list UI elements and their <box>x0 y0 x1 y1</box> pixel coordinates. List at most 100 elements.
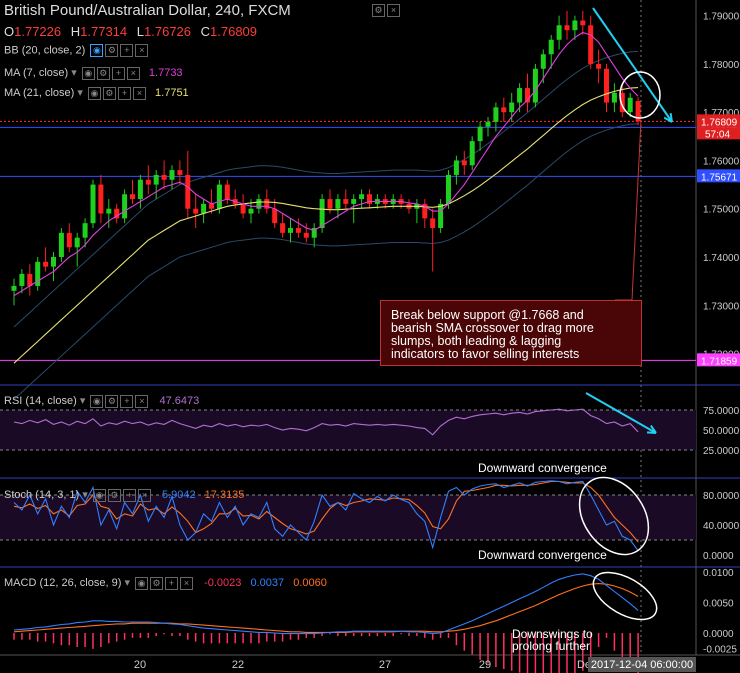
close-icon[interactable]: × <box>135 44 149 57</box>
highlight-ellipse <box>578 476 650 556</box>
stoch-legend[interactable]: Stoch (14, 3, 1) ▾ ◉ ⚙ + × 5.9042 17.3135 <box>4 488 245 502</box>
cursor-time-tag <box>588 657 696 672</box>
candle-body <box>311 228 317 238</box>
add-icon[interactable]: + <box>122 488 136 502</box>
settings-icon[interactable]: ⚙ <box>105 44 119 57</box>
ma21-line <box>13 87 639 364</box>
macd-legend[interactable]: MACD (12, 26, close, 9) ▾ ◉ ⚙ + × -0.0023 0… <box>4 576 327 590</box>
eye-icon[interactable]: ◉ <box>135 576 149 590</box>
eye-icon[interactable]: ◉ <box>90 394 104 408</box>
ma21-legend[interactable]: MA (21, close) ▾ ◉ ⚙ + × 1.7751 <box>4 86 189 100</box>
countdown-label: 57:04 <box>705 129 730 140</box>
candle-body <box>114 208 120 219</box>
stoch-k-value: 5.9042 <box>161 489 196 501</box>
countdown-tag <box>697 127 740 140</box>
candle-body <box>295 228 301 233</box>
candle-body <box>130 194 135 200</box>
close-icon[interactable]: × <box>180 576 194 590</box>
candle-body <box>422 203 428 219</box>
candle-body <box>619 92 625 113</box>
rsi-line <box>13 408 639 436</box>
price-tick-label: 1.74000 <box>703 253 740 264</box>
stoch-d-value: 17.3135 <box>204 489 245 501</box>
candle-body <box>161 174 167 180</box>
close-icon[interactable]: × <box>137 488 151 502</box>
candle-body <box>343 199 349 204</box>
price-tick-label: 1.73000 <box>703 301 740 312</box>
candle-body <box>43 261 49 267</box>
high-label: H <box>70 24 81 39</box>
macd-caption-line: Downswings to <box>512 627 593 641</box>
candle-body <box>461 160 467 166</box>
candle-body <box>98 184 104 214</box>
moving-averages <box>13 31 639 364</box>
settings-icon[interactable]: ⚙ <box>96 66 110 80</box>
ma21-value: 1.7751 <box>155 87 189 99</box>
settings-icon[interactable]: ⚙ <box>372 4 385 17</box>
candle-body <box>177 170 183 175</box>
add-icon[interactable]: + <box>165 576 179 590</box>
candle-body <box>264 199 270 209</box>
eye-icon[interactable]: ◉ <box>92 488 106 502</box>
candle-body <box>319 199 325 229</box>
bb-legend[interactable]: BB (20, close, 2) ◉ ⚙ + × <box>4 44 149 57</box>
stoch-d-line <box>13 480 639 543</box>
close-icon[interactable]: × <box>132 86 146 100</box>
candle-body <box>280 223 286 233</box>
add-icon[interactable]: + <box>120 394 134 408</box>
ma7-legend[interactable]: MA (7, close) ▾ ◉ ⚙ + × 1.7733 <box>4 66 183 80</box>
macd-signal-line <box>13 583 639 633</box>
close-label: C <box>200 24 211 39</box>
settings-icon[interactable]: ⚙ <box>105 394 119 408</box>
support-tag-label: 1.71859 <box>701 356 738 367</box>
note-line: bearish SMA crossover to drag more <box>391 321 594 335</box>
macd-line <box>13 573 639 635</box>
bb-upper-band <box>13 50 639 328</box>
arrow-head-icon <box>663 112 673 123</box>
eye-icon[interactable]: ◉ <box>90 44 104 57</box>
eye-icon[interactable]: ◉ <box>81 66 95 80</box>
candle-body <box>19 273 25 286</box>
price-tick-label: 1.79000 <box>703 12 740 23</box>
high-value: 1.77314 <box>80 24 128 39</box>
bollinger-band <box>13 50 639 400</box>
candle-body <box>509 102 515 113</box>
settings-icon[interactable]: ⚙ <box>107 488 121 502</box>
rsi-band <box>0 410 696 450</box>
candle-body <box>90 184 96 224</box>
note-line: slumps, both leading & lagging <box>391 334 562 348</box>
candle-body <box>493 107 499 122</box>
rsi-legend[interactable]: RSI (14, close) ▾ ◉ ⚙ + × 47.6473 <box>4 394 200 408</box>
add-icon[interactable]: + <box>120 44 134 57</box>
settings-icon[interactable]: ⚙ <box>102 86 116 100</box>
add-icon[interactable]: + <box>117 86 131 100</box>
close-icon[interactable]: × <box>387 4 400 17</box>
settings-icon[interactable]: ⚙ <box>150 576 164 590</box>
ma21-label: MA (21, close) <box>4 87 75 99</box>
candle-body <box>216 184 222 209</box>
price-tick-label: 1.75000 <box>703 205 740 216</box>
candle-body <box>51 256 56 267</box>
candle-body <box>224 184 230 200</box>
candle-body <box>288 228 293 233</box>
cursor-time-label: 2017-12-04 06:00:00 <box>591 659 693 671</box>
candle-body <box>27 273 33 286</box>
support-tag <box>697 353 740 367</box>
close-icon[interactable]: × <box>126 66 140 80</box>
low-label: L <box>136 24 144 39</box>
candle-body <box>359 194 365 200</box>
trend-arrow <box>585 392 657 434</box>
macd-signal-value: 0.0060 <box>293 577 327 589</box>
eye-icon[interactable]: ◉ <box>87 86 101 100</box>
candle-body <box>430 218 436 229</box>
macd-caption-line: prolong further <box>512 639 591 653</box>
add-icon[interactable]: + <box>111 66 125 80</box>
candle-body <box>58 232 64 257</box>
close-icon[interactable]: × <box>135 394 149 408</box>
title-toolbar[interactable]: ⚙ × <box>370 4 400 17</box>
candle-body <box>540 54 546 69</box>
candle-body <box>11 285 17 291</box>
bb-lower-band <box>13 123 639 400</box>
candle-body <box>453 160 459 175</box>
